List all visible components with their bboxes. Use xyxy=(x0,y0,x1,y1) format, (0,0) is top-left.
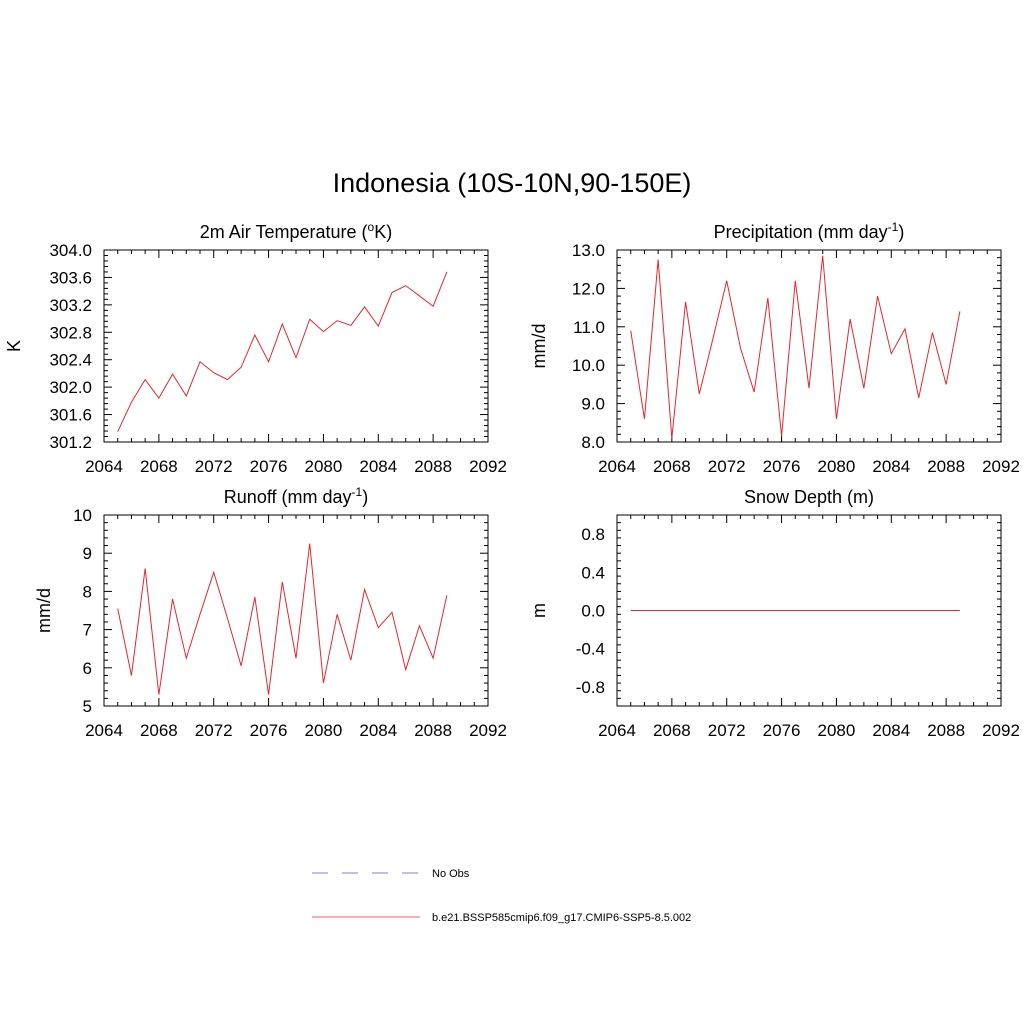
x-tick-label: 2092 xyxy=(469,457,507,476)
panel-title-tail: ) xyxy=(362,487,368,507)
x-tick-label: 2068 xyxy=(653,721,691,740)
panel-title-superscript: -1 xyxy=(888,220,899,234)
y-tick-label: 302.8 xyxy=(49,323,92,342)
y-tick-label: 10 xyxy=(73,506,92,525)
x-tick-label: 2088 xyxy=(927,721,965,740)
x-tick-label: 2072 xyxy=(708,457,746,476)
x-tick-label: 2076 xyxy=(763,721,801,740)
panel-title-superscript: -1 xyxy=(352,485,363,499)
panel-title-main: Snow Depth (m) xyxy=(744,487,874,507)
page-title: Indonesia (10S-10N,90-150E) xyxy=(332,168,692,198)
y-axis-label: m xyxy=(529,603,549,618)
y-tick-label: 12.0 xyxy=(572,279,605,298)
y-tick-label: 9 xyxy=(83,544,92,563)
plot-frame xyxy=(103,249,489,443)
x-tick-label: 2076 xyxy=(250,457,288,476)
x-tick-label: 2092 xyxy=(982,721,1020,740)
y-tick-label: 0.4 xyxy=(581,563,605,582)
x-tick-label: 2088 xyxy=(927,457,965,476)
legend: No Obs b.e21.BSSP585cmip6.f09_g17.CMIP6-S… xyxy=(312,868,691,924)
x-tick-label: 2084 xyxy=(359,721,397,740)
x-tick-label: 2080 xyxy=(305,457,343,476)
panel-title-main: Precipitation (mm day xyxy=(714,222,888,242)
y-tick-label: 10.0 xyxy=(572,356,605,375)
y-tick-label: -0.4 xyxy=(576,640,605,659)
legend-label: b.e21.BSSP585cmip6.f09_g17.CMIP6-SSP5-8.… xyxy=(432,912,691,924)
y-tick-label: 301.6 xyxy=(49,406,92,425)
y-tick-label: 13.0 xyxy=(572,241,605,260)
y-tick-label: 0.8 xyxy=(581,525,605,544)
x-tick-label: 2092 xyxy=(982,457,1020,476)
y-tick-label: 304.0 xyxy=(49,241,92,260)
x-tick-label: 2092 xyxy=(469,721,507,740)
y-tick-label: 302.4 xyxy=(49,351,92,370)
panel-title-main: 2m Air Temperature ( xyxy=(200,222,368,242)
panel-snow-depth: 2064 2068 2072 2076 2080 2084 2088 2092 -0.8 -0.4… xyxy=(529,487,1020,740)
y-axis-label: K xyxy=(4,340,24,352)
panel-title: Runoff (mm day-1) xyxy=(224,485,368,507)
series-line xyxy=(630,255,961,439)
x-tick-label: 2088 xyxy=(414,721,452,740)
panel-title-main: Runoff (mm day xyxy=(224,487,352,507)
x-tick-label: 2072 xyxy=(195,457,233,476)
y-tick-label: 7 xyxy=(83,621,92,640)
y-tick-label: 303.2 xyxy=(49,296,92,315)
y-tick-label: 8 xyxy=(83,582,92,601)
y-tick-label: 9.0 xyxy=(581,395,605,414)
x-tick-label: 2068 xyxy=(140,721,178,740)
x-tick-label: 2068 xyxy=(140,457,178,476)
x-tick-label: 2084 xyxy=(872,721,910,740)
x-tick-label: 2084 xyxy=(359,457,397,476)
x-tick-label: 2072 xyxy=(195,721,233,740)
panel-title: 2m Air Temperature (oK) xyxy=(200,220,392,242)
panel-title-tail: ) xyxy=(898,222,904,242)
panel-title: Precipitation (mm day-1) xyxy=(714,220,905,242)
panel-title: Snow Depth (m) xyxy=(744,487,874,507)
x-tick-label: 2064 xyxy=(85,721,123,740)
y-tick-label: -0.8 xyxy=(576,678,605,697)
y-tick-label: 302.0 xyxy=(49,378,92,397)
x-tick-label: 2084 xyxy=(872,457,910,476)
x-tick-label: 2064 xyxy=(85,457,123,476)
panel-title-superscript: o xyxy=(368,220,375,234)
x-tick-label: 2076 xyxy=(250,721,288,740)
y-tick-label: 5 xyxy=(83,697,92,716)
y-tick-label: 303.6 xyxy=(49,268,92,287)
x-tick-label: 2088 xyxy=(414,457,452,476)
legend-label: No Obs xyxy=(432,868,470,880)
x-tick-label: 2068 xyxy=(653,457,691,476)
x-tick-label: 2080 xyxy=(818,457,856,476)
x-tick-label: 2064 xyxy=(598,457,636,476)
y-axis-label: mm/d xyxy=(529,324,549,369)
x-tick-label: 2072 xyxy=(708,721,746,740)
y-tick-label: 6 xyxy=(83,659,92,678)
series-line xyxy=(117,271,448,432)
y-tick-label: 0.0 xyxy=(581,602,605,621)
y-tick-label: 301.2 xyxy=(49,433,92,452)
panel-title-tail: K) xyxy=(374,222,392,242)
y-tick-label: 8.0 xyxy=(581,433,605,452)
x-tick-label: 2076 xyxy=(763,457,801,476)
panel-runoff: 2064 2068 2072 2076 2080 2084 2088 2092 5 6 7 8 9 10 m… xyxy=(34,485,507,740)
x-tick-label: 2080 xyxy=(305,721,343,740)
y-tick-label: 11.0 xyxy=(573,318,605,337)
panel-precipitation: 2064 2068 2072 2076 2080 2084 2088 2092 8.0 9.0 10… xyxy=(529,220,1020,476)
x-tick-label: 2064 xyxy=(598,721,636,740)
panel-air-temperature: 2064 2068 2072 2076 2080 2084 2088 2092 301.2 301… xyxy=(4,220,507,476)
series-line xyxy=(117,543,448,695)
y-axis-label: mm/d xyxy=(34,588,54,633)
x-tick-label: 2080 xyxy=(818,721,856,740)
